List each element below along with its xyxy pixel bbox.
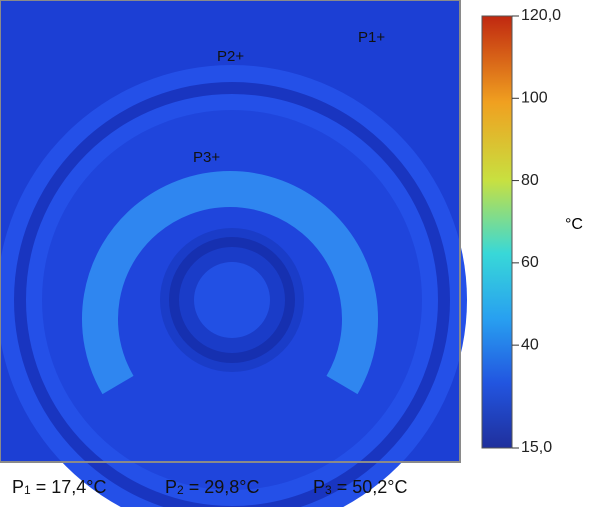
reading-name: P <box>12 477 24 497</box>
tick-label: 120,0 <box>521 7 561 24</box>
tick-label: 100 <box>521 90 548 107</box>
reading-value: = 17,4°C <box>36 477 107 497</box>
reading-index: 1 <box>24 483 31 497</box>
point-reading: P1 = 17,4°C <box>12 477 106 497</box>
tick-label: 80 <box>521 172 539 189</box>
reading-index: 2 <box>177 483 184 497</box>
reading-value: = 50,2°C <box>337 477 408 497</box>
tick-label: 40 <box>521 336 539 353</box>
colorbar <box>481 15 513 449</box>
reading-value: = 29,8°C <box>189 477 260 497</box>
tick-label: 60 <box>521 254 539 271</box>
point-reading: P3 = 50,2°C <box>313 477 407 497</box>
reading-index: 3 <box>325 483 332 497</box>
thermal-image <box>0 0 467 512</box>
point-reading: P2 = 29,8°C <box>165 477 259 497</box>
point-marker: P3+ <box>193 149 220 166</box>
colorbar-unit: °C <box>565 216 583 233</box>
point-marker: P2+ <box>217 48 244 65</box>
tick-label: 15,0 <box>521 439 552 456</box>
reading-name: P <box>313 477 325 497</box>
point-marker: P1+ <box>358 29 385 46</box>
reading-name: P <box>165 477 177 497</box>
